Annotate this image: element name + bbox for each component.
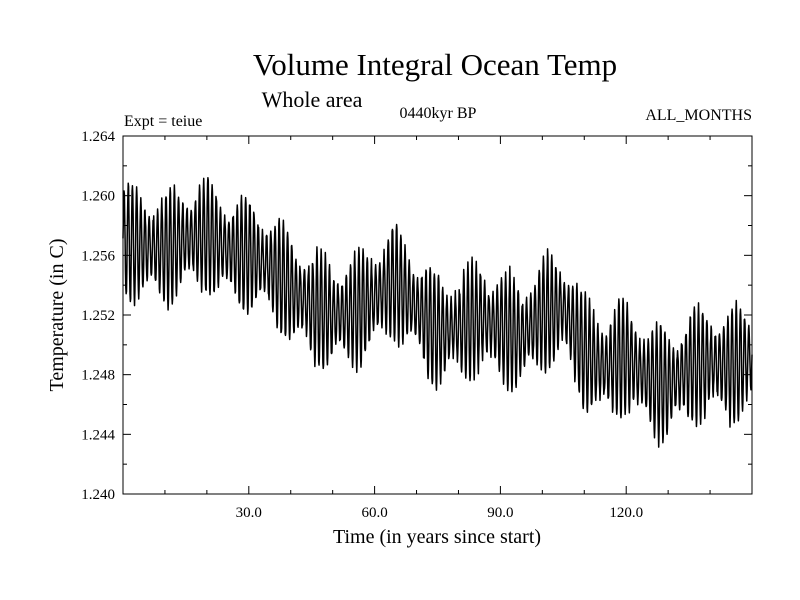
y-tick-label: 1.260 <box>81 189 115 205</box>
x-axis: 30.0 60.0 90.0 120.0 <box>164 136 711 521</box>
x-tick-label: 60.0 <box>361 505 387 521</box>
y-tick-label: 1.240 <box>81 487 115 503</box>
x-axis-label: Time (in years since start) <box>333 526 541 548</box>
chart-title: Volume Integral Ocean Temp <box>253 47 617 82</box>
chart-subtitle: Whole area <box>262 87 363 112</box>
y-tick-label: 1.244 <box>81 427 115 443</box>
x-tick-label: 120.0 <box>609 505 643 521</box>
y-axis: 1.240 1.244 1.248 1.252 1.256 1.260 1.264 <box>81 129 752 503</box>
x-tick-label: 30.0 <box>236 505 262 521</box>
y-tick-label: 1.252 <box>81 308 115 324</box>
y-tick-label: 1.256 <box>81 248 115 264</box>
series-line <box>122 176 753 448</box>
months-label: ALL_MONTHS <box>645 107 752 124</box>
y-tick-label: 1.264 <box>81 129 115 145</box>
y-tick-label: 1.248 <box>81 368 115 384</box>
period-label: 0440kyr BP <box>400 105 477 122</box>
x-tick-label: 90.0 <box>487 505 513 521</box>
y-axis-label: Temperature (in C) <box>46 239 68 392</box>
experiment-label: Expt = teiue <box>124 113 202 130</box>
series-group <box>122 176 753 448</box>
